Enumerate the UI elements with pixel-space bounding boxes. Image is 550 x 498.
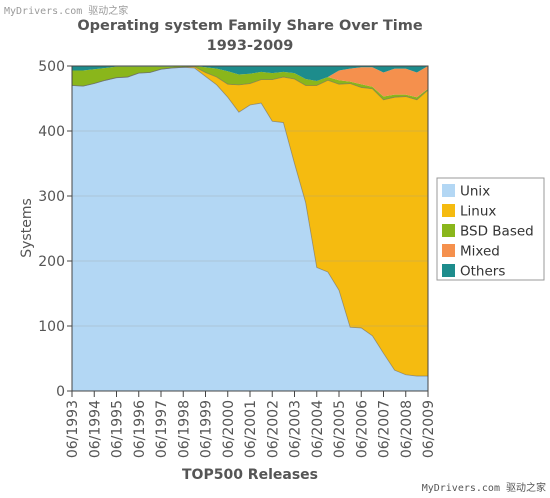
x-tick-label: 06/2002 bbox=[265, 400, 281, 458]
x-tick-label: 06/2006 bbox=[354, 400, 370, 458]
x-tick-label: 06/2000 bbox=[221, 400, 237, 458]
y-tick-label: 400 bbox=[38, 124, 65, 140]
legend: Unix Linux BSD Based Mixed Others bbox=[436, 177, 545, 281]
area-series-bsd-based bbox=[72, 66, 428, 100]
area-series-mixed bbox=[72, 66, 428, 98]
legend-label-bsd-based: BSD Based bbox=[460, 224, 534, 240]
x-tick-layer: 06/1993 06/1994 06/1995 06/1996 06/1997 06/19… bbox=[65, 391, 437, 458]
y-axis-label: Systems bbox=[19, 198, 35, 258]
x-tick-label: 06/2003 bbox=[288, 400, 304, 458]
area-layer bbox=[71, 66, 429, 392]
x-tick-label: 06/2008 bbox=[399, 400, 415, 458]
x-tick-label: 06/2005 bbox=[332, 400, 348, 458]
legend-swatch-mixed bbox=[442, 244, 455, 257]
y-tick-label: 500 bbox=[38, 59, 65, 75]
legend-label-linux: Linux bbox=[460, 204, 496, 220]
legend-swatch-others bbox=[442, 264, 455, 277]
area-series-others bbox=[72, 66, 428, 81]
x-tick-label: 06/1995 bbox=[110, 400, 126, 458]
area-series-unix bbox=[72, 67, 428, 392]
y-tick-layer: 0 100 200 300 400 500 bbox=[38, 59, 72, 400]
chart-title: Operating system Family Share Over Time bbox=[77, 18, 423, 34]
x-tick-label: 06/1997 bbox=[154, 400, 170, 458]
x-tick-label: 06/2007 bbox=[377, 400, 393, 458]
x-tick-label: 06/1999 bbox=[199, 400, 215, 458]
area-series-linux bbox=[72, 66, 428, 377]
x-tick-label: 06/1993 bbox=[65, 400, 81, 458]
area-edge-linux bbox=[71, 66, 429, 101]
y-tick-label: 300 bbox=[38, 189, 65, 205]
y-tick-label: 0 bbox=[56, 384, 65, 400]
legend-label-unix: Unix bbox=[460, 184, 490, 200]
x-tick-label: 06/2004 bbox=[310, 400, 326, 458]
y-tick-label: 200 bbox=[38, 254, 65, 270]
legend-swatch-linux bbox=[442, 204, 455, 217]
watermark-bottom: MyDrivers.com 驱动之家 bbox=[422, 481, 546, 494]
legend-label-mixed: Mixed bbox=[460, 244, 500, 260]
legend-label-others: Others bbox=[460, 264, 505, 280]
legend-swatch-unix bbox=[442, 184, 455, 197]
x-tick-label: 06/1996 bbox=[132, 400, 148, 458]
x-tick-label: 06/1994 bbox=[87, 400, 103, 458]
legend-swatch-bsd-based bbox=[442, 224, 455, 237]
y-tick-label: 100 bbox=[38, 319, 65, 335]
x-tick-label: 06/2001 bbox=[243, 400, 259, 458]
x-tick-label: 06/1998 bbox=[176, 400, 192, 458]
watermark-top: MyDrivers.com 驱动之家 bbox=[4, 4, 128, 17]
grid-layer bbox=[72, 130, 428, 327]
x-axis-label: TOP500 Releases bbox=[182, 467, 318, 483]
x-tick-label: 06/2009 bbox=[421, 400, 437, 458]
chart-subtitle: 1993-2009 bbox=[207, 38, 294, 54]
